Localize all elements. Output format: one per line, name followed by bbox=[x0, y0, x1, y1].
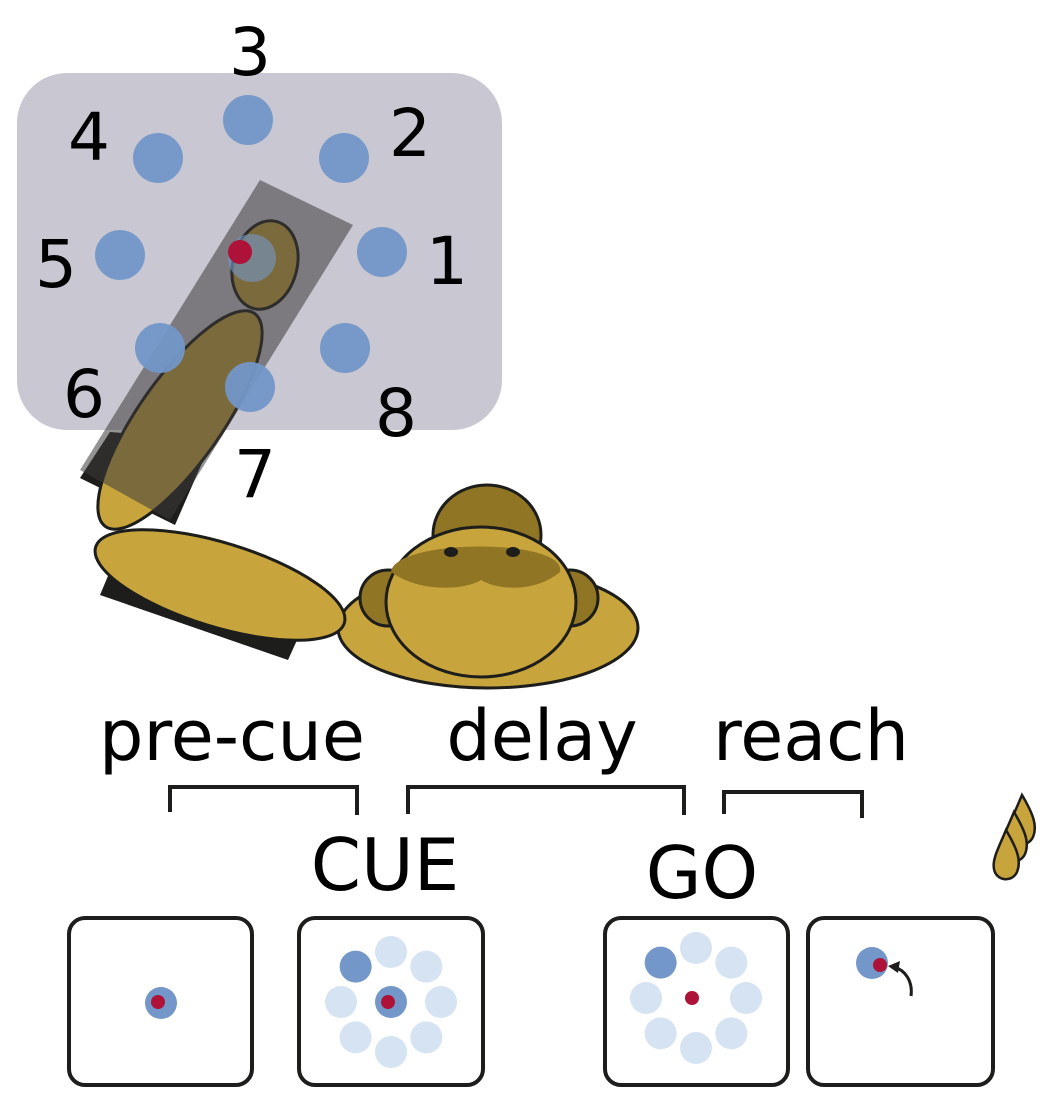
target-number-5: 5 bbox=[35, 226, 77, 303]
target-number-labels: 1 2 3 4 5 6 7 8 bbox=[35, 14, 468, 513]
target-8 bbox=[320, 323, 370, 373]
target-7 bbox=[225, 362, 275, 412]
task-stage-panels bbox=[67, 916, 995, 1087]
target-1 bbox=[357, 227, 407, 277]
panel-contents bbox=[145, 932, 888, 1068]
event-label-go: GO bbox=[646, 831, 758, 915]
target-number-7: 7 bbox=[234, 436, 276, 513]
target-number-8: 8 bbox=[375, 375, 417, 452]
target-5 bbox=[95, 230, 145, 280]
panel-faint-target bbox=[410, 950, 443, 983]
panel-faint-target bbox=[375, 936, 407, 968]
phase-label-delay: delay bbox=[446, 695, 637, 777]
panel-faint-target bbox=[680, 1032, 712, 1064]
hand-position-marker bbox=[228, 240, 252, 264]
monkey-eye-left bbox=[444, 547, 458, 557]
panel-hand-marker bbox=[381, 995, 395, 1009]
monkey-brow bbox=[391, 546, 561, 588]
target-3 bbox=[223, 95, 273, 145]
juice-drop bbox=[992, 827, 1021, 881]
panel-faint-target bbox=[715, 946, 748, 979]
target-ring bbox=[95, 95, 407, 412]
arm-sleeve bbox=[80, 180, 353, 520]
panel-hand-marker bbox=[685, 991, 699, 1005]
event-label-cue: CUE bbox=[311, 823, 459, 907]
phase-label-reach: reach bbox=[713, 695, 909, 777]
target-number-6: 6 bbox=[63, 356, 105, 433]
panel-faint-target bbox=[410, 1021, 443, 1054]
juice-drops-icon bbox=[992, 792, 1037, 881]
panel-faint-target bbox=[325, 986, 357, 1018]
panel-faint-target bbox=[425, 986, 457, 1018]
panel-faint-target bbox=[730, 982, 762, 1014]
panel-faint-target bbox=[339, 1021, 372, 1054]
bracket-reach bbox=[722, 790, 864, 818]
phase-label-pre-cue: pre-cue bbox=[99, 695, 365, 777]
panel-hand-marker bbox=[151, 995, 165, 1009]
target-4 bbox=[133, 133, 183, 183]
upper-arm bbox=[93, 528, 347, 642]
monkey-head bbox=[358, 483, 600, 679]
panel-hand-marker bbox=[873, 958, 887, 972]
monkey-eye-right bbox=[506, 547, 520, 557]
panel-faint-target bbox=[644, 1017, 677, 1050]
panel-faint-target bbox=[630, 982, 662, 1014]
bracket-pre-cue bbox=[168, 785, 359, 815]
target-6 bbox=[135, 323, 185, 373]
target-number-1: 1 bbox=[426, 223, 468, 300]
panel-reach bbox=[806, 916, 995, 1087]
panel-cued-target bbox=[339, 950, 372, 983]
panel-faint-target bbox=[680, 932, 712, 964]
panel-faint-target bbox=[715, 1017, 748, 1050]
panel-cued-target bbox=[644, 946, 677, 979]
target-number-2: 2 bbox=[389, 95, 431, 172]
target-2 bbox=[319, 133, 369, 183]
curved-arrow-head bbox=[888, 961, 900, 973]
target-number-3: 3 bbox=[229, 14, 271, 91]
target-number-4: 4 bbox=[68, 99, 110, 176]
panel-faint-target bbox=[375, 1036, 407, 1068]
bracket-delay bbox=[406, 785, 686, 815]
